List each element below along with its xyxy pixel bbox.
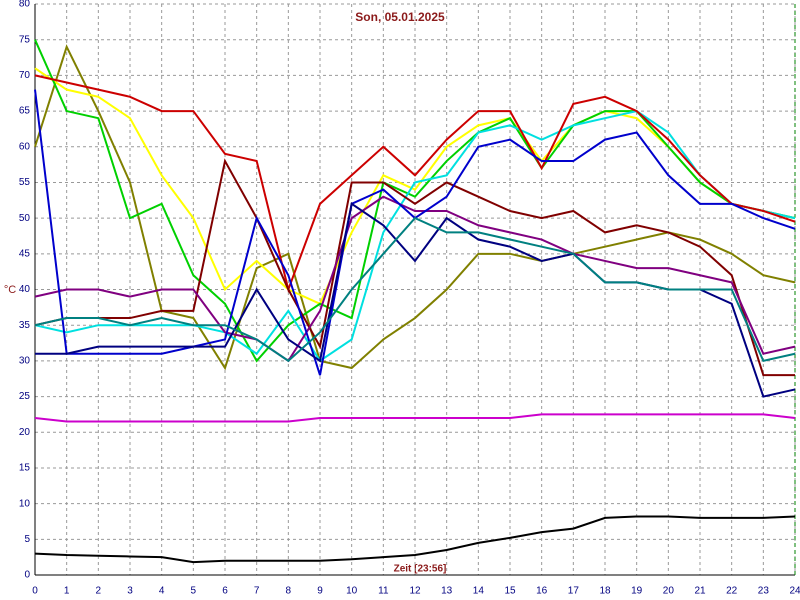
y-tick-label: 60: [19, 141, 31, 152]
series-line: [34, 216, 796, 363]
x-tick-label: 22: [726, 586, 738, 597]
x-tick-label: 4: [159, 586, 165, 597]
y-tick-label: 70: [19, 70, 31, 81]
x-tick-label: 0: [32, 586, 38, 597]
x-tick-label: 23: [758, 586, 770, 597]
x-tick-label: 15: [504, 586, 516, 597]
x-tick-label: 14: [473, 586, 485, 597]
y-tick-label: 65: [19, 106, 31, 117]
y-tick-label: 25: [19, 391, 31, 402]
x-tick-label: 11: [378, 586, 389, 597]
x-tick-label: 6: [222, 586, 228, 597]
y-tick-label: 5: [24, 534, 30, 545]
series-line: [34, 515, 796, 564]
series-line: [34, 74, 796, 293]
x-tick-label: 2: [96, 586, 102, 597]
y-tick-label: 40: [19, 284, 31, 295]
series-line: [34, 158, 795, 377]
series-line: [34, 195, 796, 363]
y-tick-label: 75: [19, 34, 31, 45]
series-line: [34, 39, 796, 363]
y-tick-label: 20: [19, 427, 31, 438]
y-tick-label: 45: [19, 248, 31, 259]
x-tick-label: 19: [631, 586, 643, 597]
x-tick-label: 16: [536, 586, 548, 597]
x-tick-label: 12: [409, 586, 421, 597]
series-line: [34, 109, 796, 363]
x-tick-label: 5: [191, 586, 197, 597]
y-tick-label: 30: [19, 356, 31, 367]
y-tick-label: 10: [19, 498, 31, 509]
x-tick-label: 8: [286, 586, 292, 597]
x-tick-label: 3: [127, 586, 133, 597]
y-axis-label: °C: [4, 284, 16, 296]
x-tick-label: 20: [663, 586, 675, 597]
y-tick-label: 15: [19, 463, 31, 474]
series-line: [34, 413, 796, 423]
y-tick-label: 55: [19, 177, 31, 188]
x-tick-label: 24: [789, 586, 800, 597]
x-tick-label: 13: [441, 586, 453, 597]
y-tick-label: 80: [19, 0, 31, 10]
x-tick-label: 7: [254, 586, 260, 597]
x-tick-label: 1: [64, 586, 70, 597]
y-tick-label: 35: [19, 320, 31, 331]
y-tick-label: 50: [19, 213, 31, 224]
x-tick-label: 18: [599, 586, 611, 597]
x-axis-label: Zeit [23:56]: [394, 564, 447, 575]
chart-title: Son, 05.01.2025: [355, 10, 445, 24]
x-tick-label: 10: [346, 586, 358, 597]
x-tick-label: 9: [317, 586, 323, 597]
x-tick-label: 21: [694, 586, 706, 597]
y-tick-label: 0: [24, 570, 30, 581]
x-tick-label: 17: [568, 586, 580, 597]
